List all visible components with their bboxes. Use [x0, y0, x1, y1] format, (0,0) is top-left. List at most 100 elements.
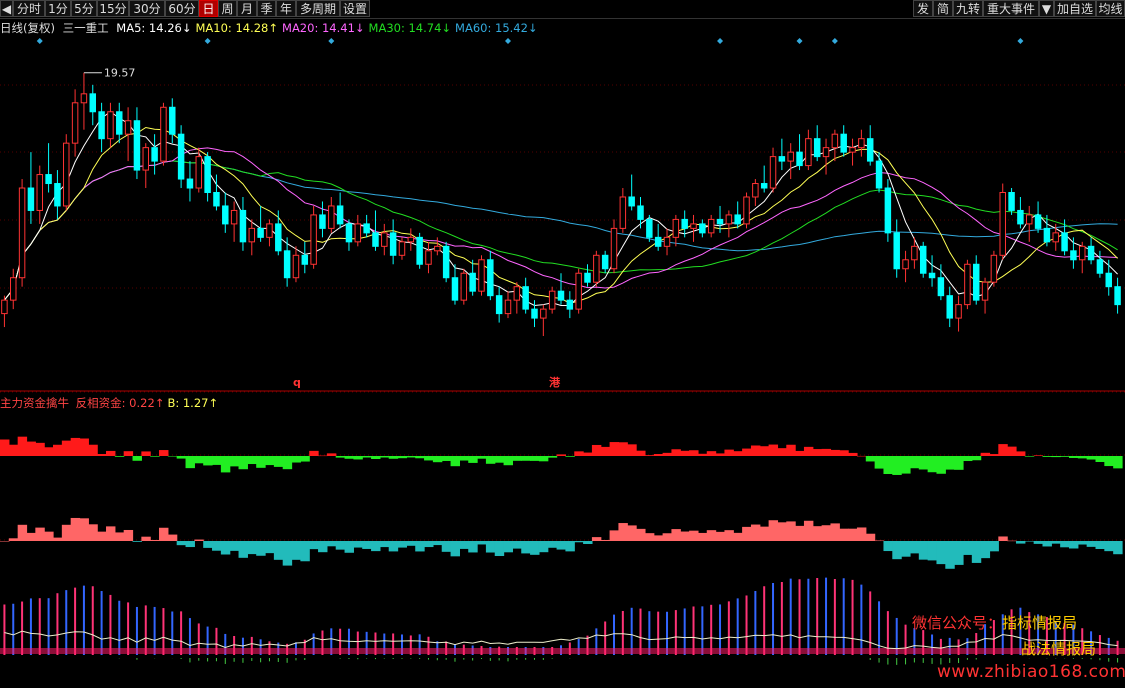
stock-name: 三一重工 — [62, 21, 109, 35]
main-force-bar-42 — [371, 456, 381, 460]
period-button-left-10[interactable]: 年 — [276, 0, 296, 17]
main-force-capital-area — [0, 436, 1123, 475]
main-force-bar-81 — [715, 453, 726, 456]
main-force-bar-48 — [424, 456, 434, 461]
period-button-left-6[interactable]: 日 — [199, 0, 218, 17]
reverse-capital-bar-66 — [583, 541, 593, 544]
main-force-bar-68 — [600, 446, 611, 456]
reverse-capital-bar-57 — [503, 541, 514, 553]
candle-body-100 — [884, 187, 892, 234]
reverse-capital-bar-84 — [742, 526, 752, 541]
period-button-left-1[interactable]: 1分 — [45, 0, 71, 17]
period-button-right-0[interactable]: 发 — [913, 0, 933, 17]
reverse-capital-bar-125 — [1104, 541, 1114, 552]
main-force-bar-103 — [909, 456, 920, 469]
period-button-right-5[interactable]: 加自选 — [1054, 0, 1096, 17]
reverse-capital-bar-32 — [282, 541, 293, 566]
candle-body-62 — [548, 290, 556, 310]
period-button-left-4[interactable]: 30分 — [129, 0, 165, 17]
candle-body-13 — [116, 111, 123, 135]
main-force-bar-6 — [53, 444, 63, 456]
candle-body-76 — [672, 218, 680, 238]
candle-body-89 — [787, 151, 794, 162]
period-button-left-9[interactable]: 季 — [257, 0, 276, 17]
main-force-bar-106 — [936, 456, 946, 474]
reverse-capital-bar-62 — [547, 541, 558, 548]
main-force-bar-35 — [309, 450, 319, 456]
period-button-right-3[interactable]: 重大事件 — [983, 0, 1039, 17]
main-force-bar-7 — [61, 440, 72, 456]
candle-body-40 — [354, 223, 362, 243]
candle-body-93 — [822, 147, 830, 158]
candle-body-66 — [584, 272, 591, 283]
candle-body-51 — [451, 277, 459, 301]
period-button-left-11[interactable]: 多周期 — [296, 0, 340, 17]
candle-body-121 — [1070, 250, 1077, 261]
period-button-right-2[interactable]: 九转 — [953, 0, 983, 17]
reverse-capital-bar-71 — [627, 525, 637, 541]
main-force-bar-117 — [1033, 455, 1044, 456]
candle-body-86 — [760, 183, 768, 189]
candle-body-124 — [1096, 259, 1104, 274]
candle-body-42 — [372, 232, 379, 247]
candle-body-109 — [964, 263, 971, 306]
reverse-capital-bar-42 — [371, 541, 381, 552]
candle-body-81 — [716, 218, 724, 225]
candle-body-67 — [593, 254, 600, 283]
main-force-bar-99 — [874, 456, 885, 469]
reverse-capital-bar-24 — [212, 541, 222, 551]
candle-body-104 — [919, 245, 927, 274]
candle-body-20 — [177, 133, 185, 180]
reverse-capital-bar-60 — [530, 541, 540, 555]
reverse-capital-bar-111 — [980, 541, 991, 559]
period-button-right-6[interactable]: 均线 — [1096, 0, 1125, 17]
reverse-capital-bar-88 — [777, 522, 787, 541]
main-force-bar-21 — [185, 456, 195, 469]
main-force-bar-112 — [989, 454, 999, 456]
period-button-left-3[interactable]: 15分 — [97, 0, 129, 17]
candle-body-116 — [1025, 214, 1033, 225]
reverse-capital-bar-25 — [220, 541, 231, 555]
candle-body-122 — [1079, 245, 1086, 261]
period-button-right-1[interactable]: 简 — [933, 0, 953, 17]
reverse-capital-bar-16 — [141, 536, 151, 541]
period-button-left-12[interactable]: 设置 — [340, 0, 370, 17]
reverse-capital-bar-81 — [715, 531, 726, 541]
period-button-left-0[interactable]: 分时 — [13, 0, 45, 17]
reverse-capital-bar-56 — [494, 541, 505, 557]
reverse-capital-bar-58 — [512, 541, 522, 549]
reverse-capital-bar-6 — [53, 537, 63, 541]
period-button-right-4[interactable]: ▼ — [1039, 0, 1054, 17]
candle-body-21 — [186, 178, 194, 189]
main-force-bar-63 — [556, 454, 567, 456]
reverse-capital-bar-85 — [750, 524, 761, 541]
back-icon[interactable]: ◀ — [0, 0, 13, 17]
period-button-left-2[interactable]: 5分 — [71, 0, 97, 17]
main-force-bar-91 — [803, 446, 814, 456]
candle-body-120 — [1061, 232, 1068, 252]
candle-body-38 — [336, 205, 344, 225]
reverse-capital-bar-44 — [388, 541, 399, 552]
main-force-bar-25 — [220, 456, 231, 473]
watermark-brand-1: 指标情报局 — [1002, 614, 1078, 632]
candle-body-8 — [71, 102, 79, 144]
reverse-capital-bar-64 — [565, 541, 575, 552]
main-force-bar-98 — [865, 456, 876, 462]
reverse-capital-bar-68 — [600, 539, 611, 541]
main-force-bar-86 — [759, 446, 770, 456]
candle-body-71 — [628, 196, 635, 207]
main-force-bar-108 — [954, 456, 964, 470]
reverse-capital-bar-100 — [883, 541, 893, 552]
reverse-capital-bar-36 — [318, 541, 328, 553]
period-button-left-8[interactable]: 月 — [237, 0, 257, 17]
reverse-capital-bar-47 — [415, 541, 425, 552]
main-force-bar-114 — [1007, 446, 1017, 456]
candle-body-79 — [699, 223, 706, 234]
main-force-bar-29 — [256, 456, 266, 468]
main-force-bar-61 — [538, 456, 549, 462]
period-button-left-7[interactable]: 周 — [218, 0, 237, 17]
period-button-left-5[interactable]: 60分 — [165, 0, 199, 17]
main-force-bar-39 — [344, 456, 354, 459]
